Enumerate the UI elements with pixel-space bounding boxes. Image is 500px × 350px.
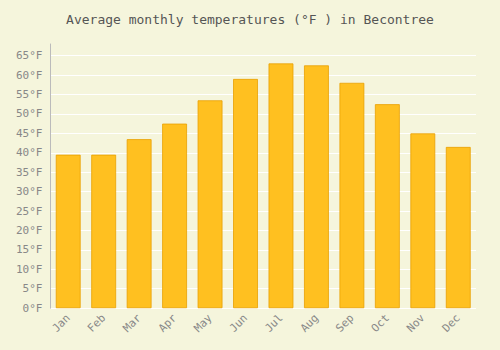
svg-text:Apr: Apr [156, 311, 179, 334]
svg-text:45°F: 45°F [16, 127, 43, 140]
svg-text:15°F: 15°F [16, 243, 43, 256]
svg-text:May: May [191, 311, 214, 334]
svg-text:Average monthly temperatures (: Average monthly temperatures (°F ) in Be… [66, 12, 434, 27]
svg-text:Jul: Jul [262, 312, 285, 335]
svg-text:0°F: 0°F [23, 302, 43, 315]
svg-text:65°F: 65°F [16, 49, 43, 62]
svg-text:Dec: Dec [440, 312, 463, 335]
svg-text:Sep: Sep [333, 312, 356, 335]
svg-text:10°F: 10°F [16, 263, 43, 276]
svg-text:Oct: Oct [369, 312, 392, 335]
svg-text:30°F: 30°F [16, 185, 43, 198]
svg-text:60°F: 60°F [16, 69, 43, 82]
svg-text:40°F: 40°F [16, 146, 43, 159]
svg-text:20°F: 20°F [16, 224, 43, 237]
svg-text:25°F: 25°F [16, 205, 43, 218]
svg-text:Nov: Nov [404, 311, 427, 334]
svg-text:55°F: 55°F [16, 88, 43, 101]
svg-text:Feb: Feb [85, 312, 108, 335]
svg-text:Jun: Jun [227, 312, 250, 335]
svg-text:35°F: 35°F [16, 166, 43, 179]
svg-text:50°F: 50°F [16, 107, 43, 120]
svg-text:Mar: Mar [121, 311, 144, 334]
svg-text:Aug: Aug [298, 312, 321, 335]
svg-text:Jan: Jan [50, 312, 73, 335]
svg-text:5°F: 5°F [23, 282, 43, 295]
